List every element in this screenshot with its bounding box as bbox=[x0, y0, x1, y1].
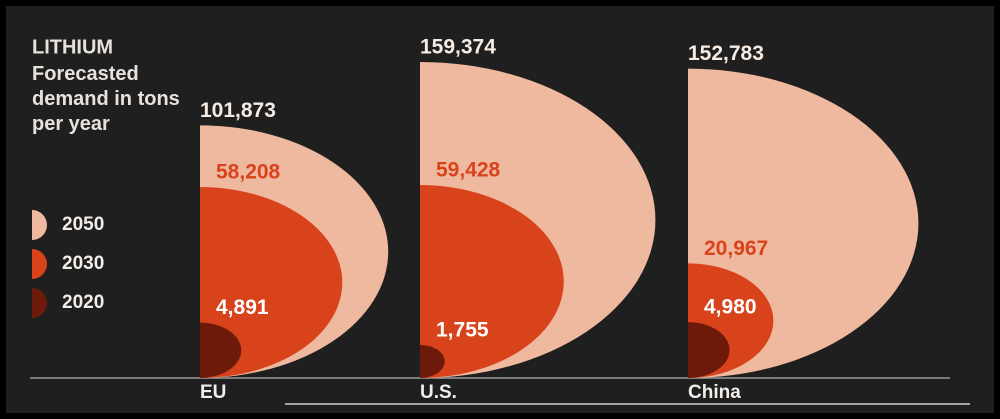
category-label: China bbox=[688, 382, 741, 403]
legend-label: 2030 bbox=[62, 253, 104, 274]
value-label: 59,428 bbox=[436, 159, 501, 182]
half-disc bbox=[200, 187, 343, 378]
half-disc bbox=[420, 185, 564, 378]
half-disc bbox=[688, 322, 730, 378]
legend-swatch bbox=[32, 249, 47, 279]
chart-subtitle: Forecasted demand in tons per year bbox=[32, 63, 180, 135]
legend-swatch bbox=[32, 210, 47, 240]
half-disc bbox=[420, 344, 445, 378]
category-label: EU bbox=[200, 382, 226, 403]
value-label: 152,783 bbox=[688, 42, 764, 65]
value-label: 58,208 bbox=[216, 161, 281, 184]
category-label: U.S. bbox=[420, 382, 457, 403]
chart-title: LITHIUM bbox=[32, 36, 113, 58]
value-label: 4,891 bbox=[216, 296, 269, 319]
value-label: 4,980 bbox=[704, 296, 757, 319]
value-label: 20,967 bbox=[704, 237, 768, 260]
legend-label: 2020 bbox=[62, 292, 104, 313]
half-disc bbox=[200, 322, 242, 378]
legend-swatch bbox=[32, 288, 47, 318]
value-label: 101,873 bbox=[200, 99, 276, 122]
legend-label: 2050 bbox=[62, 214, 104, 235]
value-label: 1,755 bbox=[436, 318, 489, 341]
value-label: 159,374 bbox=[420, 36, 496, 59]
